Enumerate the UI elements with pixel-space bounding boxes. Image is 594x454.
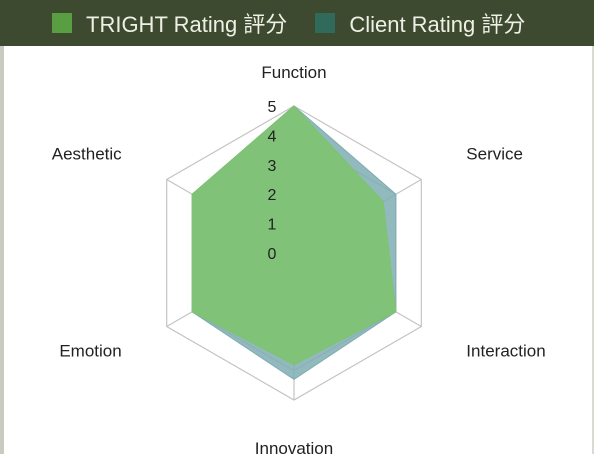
axis-label-interaction: Interaction [466,342,545,361]
radar-chart: 0 1 2 3 4 5 Function Service Interaction Innovat… [52,63,546,454]
radar-ticks: 0 1 2 3 4 5 [268,99,277,263]
legend-swatch-client [315,13,336,33]
tick-label-1: 1 [268,217,277,234]
tick-label-5: 5 [268,99,277,116]
tick-label-2: 2 [268,187,277,204]
axis-label-emotion: Emotion [59,342,121,361]
legend-swatch-tright [52,13,72,33]
tick-label-0: 0 [268,246,277,263]
legend-item-tright[interactable]: TRIGHT Rating 評分 [52,7,287,39]
axis-label-service: Service [466,145,523,164]
legend-label-client: Client Rating 評分 [349,12,526,37]
tick-label-3: 3 [268,158,277,175]
series-area-tright [191,105,397,366]
legend-label-tright: TRIGHT Rating 評分 [86,12,288,37]
tick-label-4: 4 [268,128,277,145]
axis-label-function: Function [261,63,326,82]
left-border [0,46,4,454]
axis-label-aesthetic: Aesthetic [52,145,122,164]
legend: TRIGHT Rating 評分 Client Rating 評分 [0,0,594,46]
radar-series [191,105,397,381]
right-border [592,46,594,454]
radar-axis-labels: Function Service Interaction Innovation Emot… [52,63,546,454]
axis-label-innovation: Innovation [255,439,333,454]
legend-item-client[interactable]: Client Rating 評分 [315,7,525,39]
